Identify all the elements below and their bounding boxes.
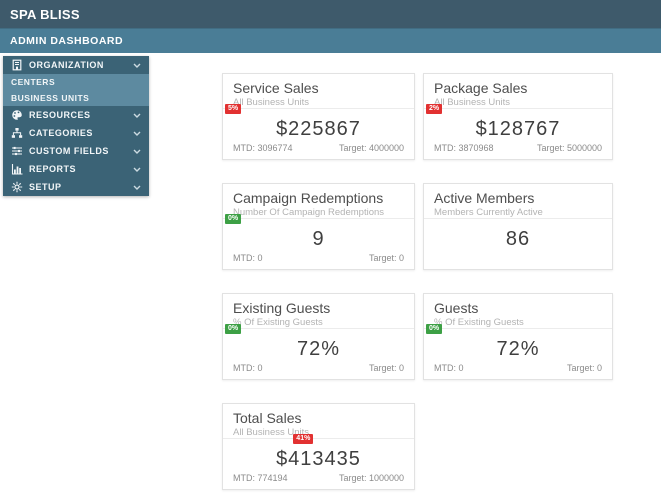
chevron-down-icon — [133, 63, 141, 68]
card-title: Active Members — [434, 190, 535, 206]
card-header: Active Members Members Currently Active — [424, 184, 612, 219]
kpi-card-active-members: Active Members Members Currently Active 86 — [423, 183, 613, 270]
card-footer — [424, 259, 612, 269]
sidebar-item-label: SETUP — [29, 182, 62, 192]
sitemap-icon — [11, 127, 23, 139]
card-footer: MTD: 0 Target: 0 — [424, 359, 612, 379]
chevron-down-icon — [133, 113, 141, 118]
bar-chart-icon — [11, 163, 23, 175]
dashboard-content: Service Sales All Business Units 5% $225867… — [149, 53, 661, 490]
card-header: Campaign Redemptions Number Of Campaign R… — [223, 184, 414, 219]
kpi-card-total-sales: Total Sales All Business Units 41% $413435 M… — [222, 403, 415, 490]
card-title: Total Sales — [233, 410, 302, 426]
card-footer: MTD: 0 Target: 0 — [223, 359, 414, 379]
sidebar-item-label: CATEGORIES — [29, 128, 93, 138]
kpi-card-campaign-redemptions: Campaign Redemptions Number Of Campaign R… — [222, 183, 415, 270]
card-subtitle: Members Currently Active — [434, 207, 543, 218]
card-target: Target: 0 — [566, 363, 602, 373]
card-mtd: MTD: 3096774 — [233, 143, 293, 153]
card-header: Service Sales All Business Units — [223, 74, 414, 109]
sidebar: ORGANIZATION CENTERS BUSINESS UNITS RESOURC… — [3, 56, 149, 196]
card-footer: MTD: 3096774 Target: 4000000 — [223, 139, 414, 159]
building-icon — [11, 59, 23, 71]
sidebar-item-categories[interactable]: CATEGORIES — [3, 124, 149, 142]
sidebar-item-setup[interactable]: SETUP — [3, 178, 149, 196]
card-value: $225867 — [276, 118, 361, 140]
card-value: 9 — [312, 228, 325, 250]
card-title: Existing Guests — [233, 300, 331, 316]
kpi-card-package-sales: Package Sales All Business Units 2% $128767… — [423, 73, 613, 160]
card-title: Guests — [434, 300, 479, 316]
card-header: Guests% Of Existing Guests — [424, 294, 612, 329]
card-header: Existing Guests% Of Existing Guests — [223, 294, 414, 329]
percent-badge: 5% — [225, 104, 242, 114]
card-mtd: MTD: 774194 — [233, 473, 288, 483]
sliders-icon — [11, 145, 23, 157]
card-target: Target: 4000000 — [338, 143, 404, 153]
chevron-down-icon — [133, 167, 141, 172]
sidebar-item-custom-fields[interactable]: CUSTOM FIELDS — [3, 142, 149, 160]
card-subtitle: All Business Units — [233, 97, 310, 108]
page-title: ADMIN DASHBOARD — [10, 35, 124, 47]
card-title: Campaign Redemptions — [233, 190, 384, 206]
card-subtitle: All Business Units — [233, 427, 310, 438]
card-footer: MTD: 774194 Target: 1000000 — [223, 469, 414, 489]
card-subtitle: Number Of Campaign Redemptions — [233, 207, 385, 218]
gear-icon — [11, 181, 23, 193]
percent-badge: 2% — [426, 104, 443, 114]
card-value: 86 — [505, 228, 531, 250]
sidebar-item-label: REPORTS — [29, 164, 77, 174]
sidebar-item-reports[interactable]: REPORTS — [3, 160, 149, 178]
top-navbar: SPA BLISS — [0, 0, 661, 28]
card-mtd: MTD: 0 — [233, 253, 263, 263]
sidebar-item-resources[interactable]: RESOURCES — [3, 106, 149, 124]
card-mtd: MTD: 0 — [434, 363, 464, 373]
main-layout: ORGANIZATION CENTERS BUSINESS UNITS RESOURC… — [0, 53, 661, 490]
card-subtitle: All Business Units — [434, 97, 511, 108]
sidebar-item-label: RESOURCES — [29, 110, 91, 120]
card-footer: MTD: 0 Target: 0 — [223, 249, 414, 269]
card-mtd: MTD: 3870968 — [434, 143, 494, 153]
percent-badge: 0% — [426, 324, 443, 334]
card-subtitle: % Of Existing Guests — [233, 317, 323, 328]
card-header: Total Sales All Business Units — [223, 404, 414, 439]
percent-badge: 0% — [225, 214, 242, 224]
page-title-bar: ADMIN DASHBOARD — [0, 28, 661, 53]
palette-icon — [11, 109, 23, 121]
card-mtd: MTD: 0 — [233, 363, 263, 373]
card-value: $413435 — [276, 448, 361, 470]
chevron-down-icon — [133, 131, 141, 136]
card-footer: MTD: 3870968 Target: 5000000 — [424, 139, 612, 159]
percent-badge: 0% — [225, 324, 242, 334]
card-title: Package Sales — [434, 80, 528, 96]
sidebar-item-organization[interactable]: ORGANIZATION — [3, 56, 149, 74]
sidebar-item-label: ORGANIZATION — [29, 60, 104, 70]
card-value: $128767 — [475, 118, 561, 140]
card-value: 72% — [496, 338, 540, 360]
card-title: Service Sales — [233, 80, 319, 96]
card-target: Target: 1000000 — [338, 473, 404, 483]
percent-badge: 41% — [293, 434, 314, 444]
brand-title: SPA BLISS — [10, 6, 80, 22]
sidebar-subitem-business-units[interactable]: BUSINESS UNITS — [11, 93, 90, 103]
card-subtitle: % Of Existing Guests — [434, 317, 524, 328]
kpi-card-guests: Guests% Of Existing Guests 0% 72% MTD: 0 Tar… — [423, 293, 613, 380]
card-target: Target: 0 — [368, 253, 404, 263]
card-target: Target: 5000000 — [536, 143, 602, 153]
card-target: Target: 0 — [368, 363, 404, 373]
chevron-down-icon — [133, 149, 141, 154]
kpi-card-existing-guests: Existing Guests% Of Existing Guests 0% 72%… — [222, 293, 415, 380]
sidebar-subitem-centers[interactable]: CENTERS — [11, 77, 56, 87]
chevron-down-icon — [133, 185, 141, 190]
card-header: Package Sales All Business Units — [424, 74, 612, 109]
sidebar-submenu: CENTERS BUSINESS UNITS — [3, 74, 149, 106]
kpi-card-grid: Service Sales All Business Units 5% $225867… — [222, 73, 661, 490]
kpi-card-service-sales: Service Sales All Business Units 5% $225867… — [222, 73, 415, 160]
sidebar-item-label: CUSTOM FIELDS — [29, 146, 109, 156]
card-value: 72% — [296, 338, 341, 360]
